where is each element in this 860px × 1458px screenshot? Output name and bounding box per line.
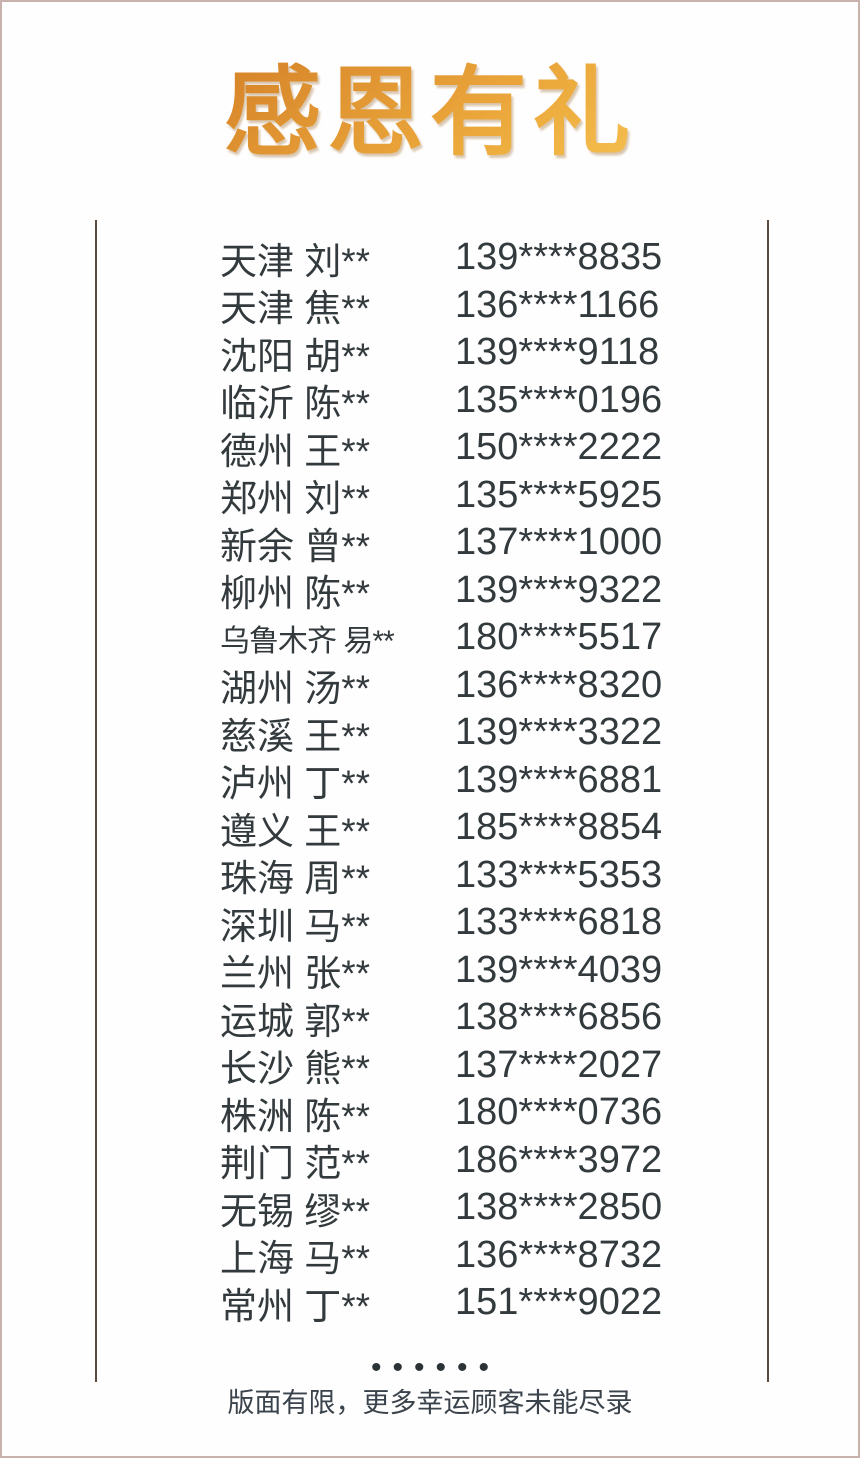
winner-phone: 136****8320 (455, 663, 663, 706)
winner-phone: 139****3322 (455, 711, 663, 754)
winner-phone: 150****2222 (455, 426, 663, 469)
winner-phone: 180****0736 (455, 1091, 663, 1134)
winner-phone: 186****3972 (455, 1138, 663, 1181)
winner-name: 运城 郭** (220, 1000, 371, 1042)
winner-name: 深圳 马** (220, 905, 371, 947)
winner-name: 长沙 熊** (220, 1048, 371, 1090)
winner-phone: 139****6881 (455, 758, 663, 801)
winners-list: 天津 刘** 139****8835 天津 焦** 136****1166 沈阳… (220, 234, 690, 1327)
winner-phone: 151****9022 (455, 1281, 663, 1324)
winner-row: 湖州 汤** 136****8320 (220, 662, 690, 710)
winner-phone: 180****5517 (455, 616, 663, 659)
winner-row: 郑州 刘** 135****5925 (220, 472, 690, 520)
winner-row: 泸州 丁** 139****6881 (220, 757, 690, 805)
right-divider-line (767, 220, 769, 1382)
winner-row: 兰州 张** 139****4039 (220, 947, 690, 995)
winner-name: 遵义 王** (220, 810, 371, 852)
winner-name: 天津 刘** (220, 240, 371, 282)
winner-phone: 139****8835 (455, 236, 663, 279)
winner-row: 慈溪 王** 139****3322 (220, 709, 690, 757)
winner-row: 柳州 陈** 139****9322 (220, 567, 690, 615)
winner-phone: 136****8732 (455, 1233, 663, 1276)
winner-phone: 136****1166 (455, 283, 660, 326)
winner-row: 株洲 陈** 180****0736 (220, 1089, 690, 1137)
winner-row: 新余 曾** 137****1000 (220, 519, 690, 567)
winner-row: 遵义 王** 185****8854 (220, 804, 690, 852)
winner-phone: 138****6856 (455, 996, 663, 1039)
winner-phone: 137****1000 (455, 521, 663, 564)
winner-name: 慈溪 王** (220, 715, 371, 757)
winner-name: 常州 丁** (220, 1285, 371, 1327)
winner-row: 深圳 马** 133****6818 (220, 899, 690, 947)
winner-row: 临沂 陈** 135****0196 (220, 377, 690, 425)
winner-row: 天津 焦** 136****1166 (220, 282, 690, 330)
left-divider-line (95, 220, 97, 1382)
winner-name: 柳州 陈** (220, 573, 371, 615)
winner-row: 常州 丁** 151****9022 (220, 1279, 690, 1327)
footer-note: 版面有限，更多幸运顾客未能尽录 (227, 1388, 633, 1418)
winner-phone: 139****9118 (455, 331, 660, 374)
winner-row: 乌鲁木齐 易** 180****5517 (220, 614, 690, 662)
winner-row: 荆门 范** 186****3972 (220, 1137, 690, 1185)
winner-phone: 139****4039 (455, 948, 663, 991)
winner-row: 运城 郭** 138****6856 (220, 994, 690, 1042)
winner-row: 德州 王** 150****2222 (220, 424, 690, 472)
winner-phone: 139****9322 (455, 568, 663, 611)
winner-name: 兰州 张** (220, 953, 371, 995)
page-title: 感恩有礼 (2, 58, 858, 167)
winner-name: 株洲 陈** (220, 1095, 371, 1137)
winner-row: 上海 马** 136****8732 (220, 1232, 690, 1280)
winner-name: 沈阳 胡** (220, 335, 371, 377)
winner-name: 临沂 陈** (220, 383, 371, 425)
winner-row: 长沙 熊** 137****2027 (220, 1042, 690, 1090)
winner-phone: 133****6818 (455, 901, 663, 944)
winner-phone: 137****2027 (455, 1043, 663, 1086)
ellipsis-dots-icon: •••••• (370, 1351, 501, 1384)
winner-name: 新余 曾** (220, 525, 371, 567)
winner-row: 珠海 周** 133****5353 (220, 852, 690, 900)
winner-phone: 135****0196 (455, 378, 663, 421)
winner-phone: 133****5353 (455, 853, 663, 896)
winner-row: 天津 刘** 139****8835 (220, 234, 690, 282)
winner-name: 郑州 刘** (220, 478, 371, 520)
winner-row: 沈阳 胡** 139****9118 (220, 329, 690, 377)
winner-name: 天津 焦** (220, 288, 371, 330)
winner-name: 湖州 汤** (220, 668, 371, 710)
winner-name: 泸州 丁** (220, 763, 371, 805)
winner-phone: 138****2850 (455, 1186, 663, 1229)
winner-name: 乌鲁木齐 易** (220, 624, 395, 658)
winner-name: 无锡 缪** (220, 1190, 371, 1232)
winner-phone: 135****5925 (455, 473, 663, 516)
winner-name: 荆门 范** (220, 1143, 371, 1185)
winner-row: 无锡 缪** 138****2850 (220, 1184, 690, 1232)
winner-name: 珠海 周** (220, 858, 371, 900)
winner-name: 上海 马** (220, 1238, 371, 1280)
winner-name: 德州 王** (220, 430, 371, 472)
winner-phone: 185****8854 (455, 806, 663, 849)
